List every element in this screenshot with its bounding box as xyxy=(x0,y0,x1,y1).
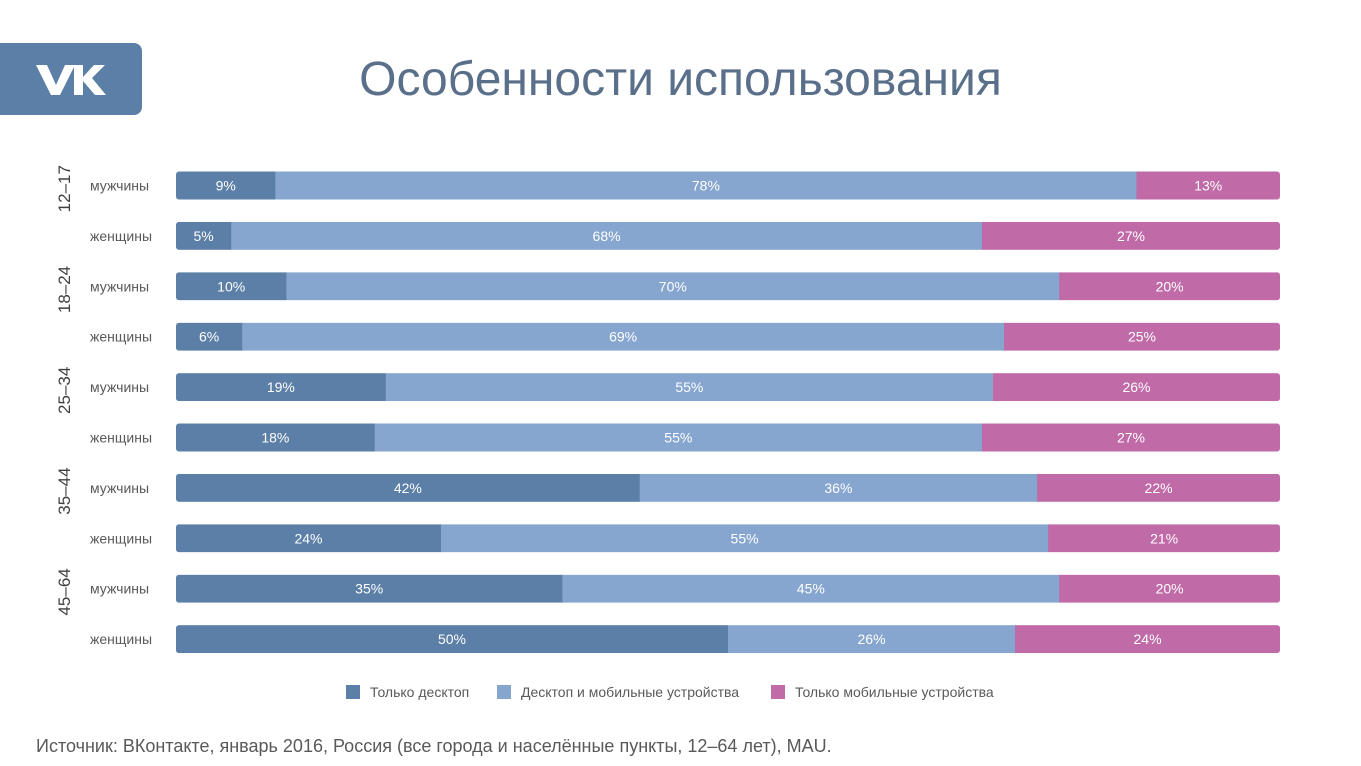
bar-segment-desktop xyxy=(176,473,641,502)
row-label: мужчины xyxy=(90,278,149,294)
bar-segment-mobile xyxy=(981,221,1280,250)
data-label: 55% xyxy=(731,530,759,546)
bar-segment-both xyxy=(231,221,983,250)
bar-segment-mobile xyxy=(1048,524,1280,553)
group-label: 45–64 xyxy=(55,568,74,615)
data-label: 55% xyxy=(664,430,692,446)
data-label: 10% xyxy=(217,278,245,294)
data-label: 45% xyxy=(797,581,825,597)
bar-segment-both xyxy=(562,574,1060,603)
data-label: 35% xyxy=(355,581,383,597)
row-label: женщины xyxy=(90,631,152,647)
legend-swatch-desktop xyxy=(346,685,360,699)
row-label: женщины xyxy=(90,430,152,446)
stacked-bar-chart: мужчины 9% 78% 13% женщины 5% 68% 27% мужчины 10%… xyxy=(55,165,1280,654)
bar-segment-desktop xyxy=(176,423,376,452)
bar-segment-both xyxy=(728,625,1016,654)
data-label: 22% xyxy=(1145,480,1173,496)
bar-segment-desktop xyxy=(176,322,243,351)
data-label: 26% xyxy=(1122,379,1150,395)
data-label: 6% xyxy=(199,329,219,345)
group-label: 25–34 xyxy=(55,367,74,414)
page-title: Особенности использования xyxy=(359,53,1002,106)
bar-segment-both xyxy=(374,423,983,452)
data-label: 78% xyxy=(692,178,720,194)
data-label: 50% xyxy=(438,631,466,647)
group-label: 18–24 xyxy=(55,266,74,313)
bar-segment-both xyxy=(385,373,994,402)
bar-segment-desktop xyxy=(176,221,232,250)
bar-segment-mobile xyxy=(981,423,1280,452)
bar-segment-mobile xyxy=(992,373,1280,402)
group-label: 35–44 xyxy=(55,467,74,514)
bar-segment-both xyxy=(286,272,1060,301)
bar-segment-mobile xyxy=(1136,171,1280,200)
bar-segment-desktop xyxy=(176,272,287,301)
data-label: 9% xyxy=(216,178,236,194)
row-label: мужчины xyxy=(90,178,149,194)
row-label: мужчины xyxy=(90,480,149,496)
data-label: 24% xyxy=(1134,631,1162,647)
bar-segment-both xyxy=(639,473,1038,502)
bar-segment-mobile xyxy=(1004,322,1280,351)
data-label: 21% xyxy=(1150,530,1178,546)
data-label: 27% xyxy=(1117,228,1145,244)
bar-segment-mobile xyxy=(1015,625,1280,654)
bar-segment-desktop xyxy=(176,524,442,553)
data-label: 18% xyxy=(261,430,289,446)
legend-item-mobile: Только мобильные устройства xyxy=(771,684,994,700)
row-label: мужчины xyxy=(90,581,149,597)
bar-segment-both xyxy=(242,322,1005,351)
row-label: женщины xyxy=(90,228,152,244)
bar-segment-both xyxy=(440,524,1049,553)
data-label: 70% xyxy=(659,278,687,294)
row-label: мужчины xyxy=(90,379,149,395)
legend-item-desktop: Только десктоп xyxy=(346,684,469,700)
bar-segment-desktop xyxy=(176,171,276,200)
data-label: 13% xyxy=(1194,178,1222,194)
bar-segment-both xyxy=(275,171,1137,200)
data-label: 19% xyxy=(267,379,295,395)
data-label: 55% xyxy=(675,379,703,395)
vk-logo xyxy=(0,43,142,115)
data-label: 25% xyxy=(1128,329,1156,345)
bar-segment-desktop xyxy=(176,373,387,402)
bar-segment-desktop xyxy=(176,625,729,654)
legend-label-desktop: Только десктоп xyxy=(370,684,470,700)
data-label: 27% xyxy=(1117,430,1145,446)
vk-logo-icon xyxy=(36,65,106,95)
bar-segment-mobile xyxy=(1037,473,1280,502)
chart-legend: Только десктоп Десктоп и мобильные устро… xyxy=(0,684,1361,704)
row-label: женщины xyxy=(90,530,152,546)
row-label: женщины xyxy=(90,329,152,345)
source-note: Источник: ВКонтакте, январь 2016, Россия… xyxy=(36,736,832,756)
data-label: 42% xyxy=(394,480,422,496)
bar-segment-desktop xyxy=(176,574,563,603)
legend-swatch-both xyxy=(497,685,511,699)
data-label: 36% xyxy=(824,480,852,496)
data-label: 68% xyxy=(593,228,621,244)
data-label: 24% xyxy=(294,530,322,546)
bar-segment-mobile xyxy=(1059,574,1280,603)
legend-label-mobile: Только мобильные устройства xyxy=(795,684,994,700)
data-label: 20% xyxy=(1156,581,1184,597)
data-label: 26% xyxy=(858,631,886,647)
group-label: 12–17 xyxy=(55,165,74,212)
data-label: 20% xyxy=(1156,278,1184,294)
legend-label-both: Десктоп и мобильные устройства xyxy=(521,684,740,700)
legend-swatch-mobile xyxy=(771,685,785,699)
data-label: 69% xyxy=(609,329,637,345)
legend-item-both: Десктоп и мобильные устройства xyxy=(497,684,739,700)
bar-segment-mobile xyxy=(1059,272,1280,301)
data-label: 5% xyxy=(193,228,213,244)
